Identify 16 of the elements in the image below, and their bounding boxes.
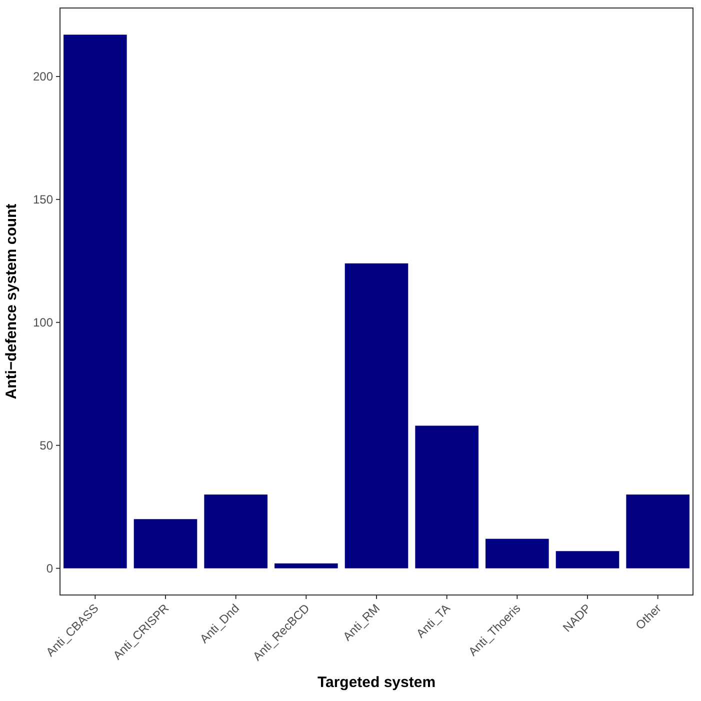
y-axis-title: Anti−defence system count [3,204,20,400]
bar [64,34,127,568]
bar [134,519,198,568]
bar [486,538,549,568]
bar [204,494,268,568]
bar [415,426,478,568]
x-axis-title: Targeted system [317,674,436,691]
bar [556,551,620,568]
y-tick-label: 50 [40,438,54,453]
bar [274,563,338,568]
bar [626,494,690,568]
y-tick-label: 100 [32,316,54,330]
bar [344,263,408,568]
y-tick-label: 150 [32,192,54,207]
y-tick-label: 0 [46,562,54,576]
y-tick-label: 200 [32,70,54,84]
